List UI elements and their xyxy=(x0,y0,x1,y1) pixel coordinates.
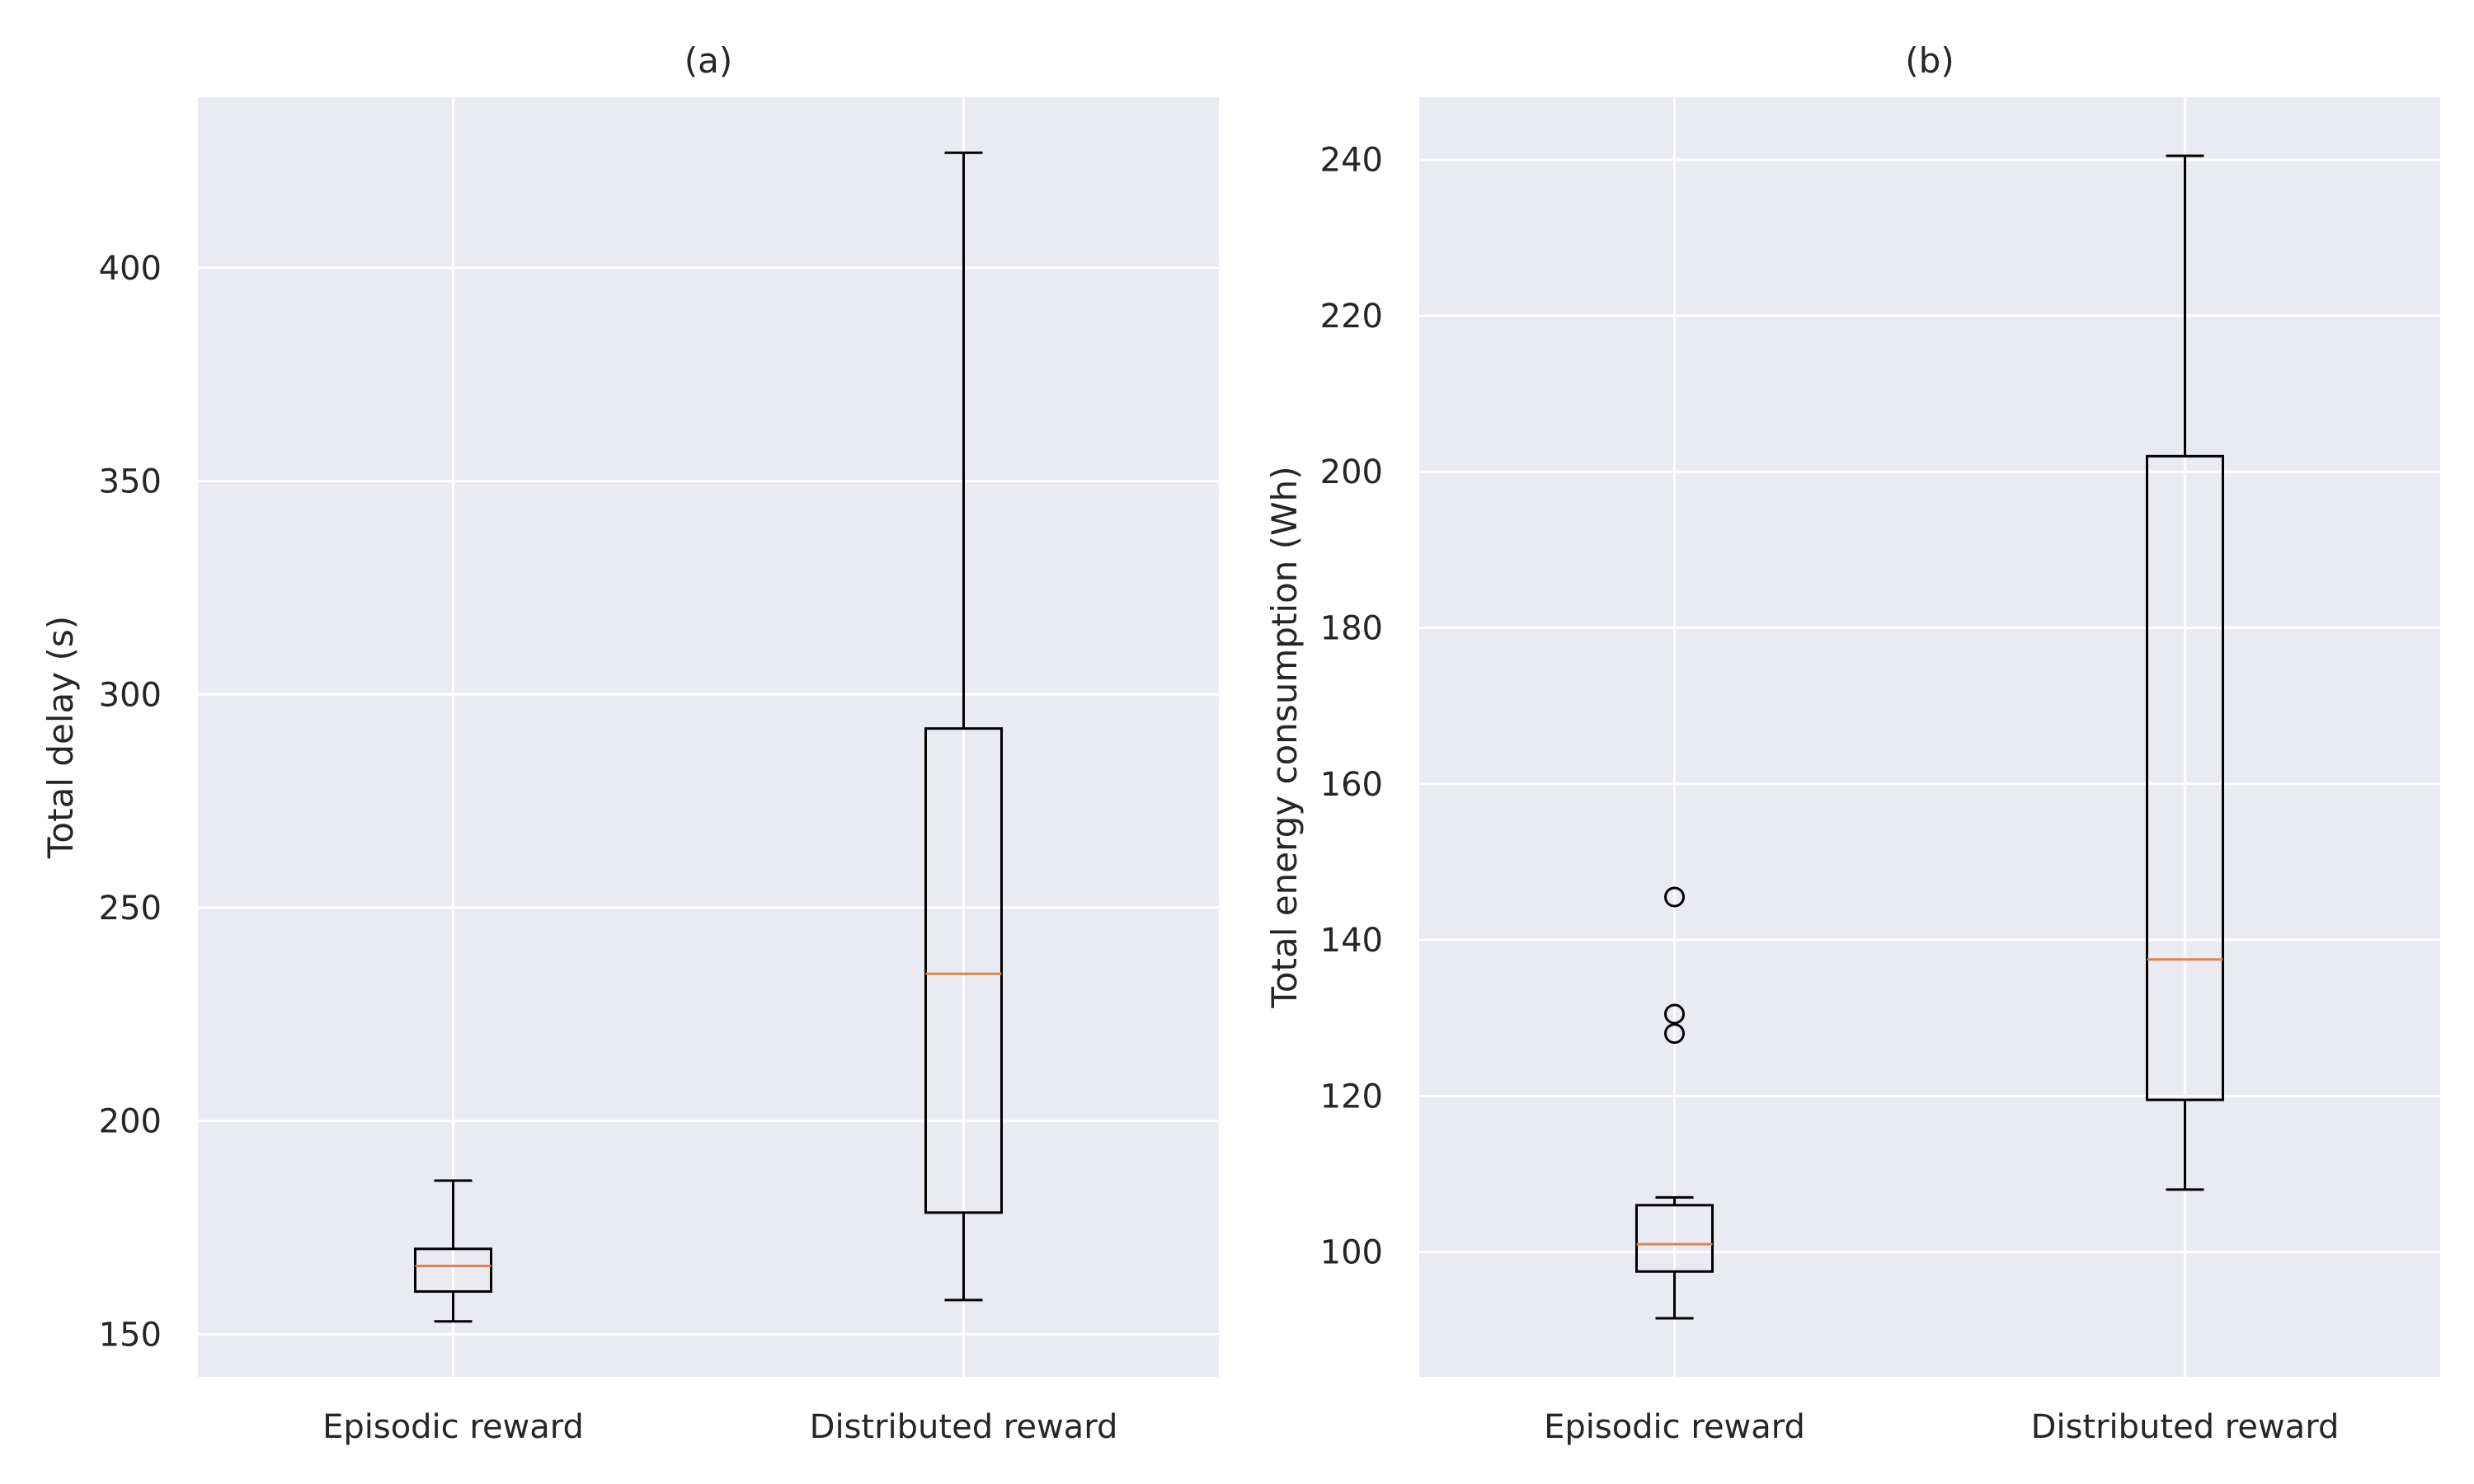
x-tick-label: Episodic reward xyxy=(322,1408,584,1446)
x-tick-label: Distributed reward xyxy=(2031,1408,2340,1446)
box-body xyxy=(1635,1204,1714,1273)
x-tick-label: Episodic reward xyxy=(1544,1408,1805,1446)
y-tick-label: 350 xyxy=(99,463,162,501)
box-body xyxy=(924,727,1003,1214)
plot-area-b xyxy=(1419,97,2440,1377)
box-episodic xyxy=(1635,886,1714,1320)
box-body xyxy=(414,1247,492,1294)
panel-a: 150 200 250 300 350 400 Episodic reward Distri… xyxy=(40,40,1219,1446)
box-body xyxy=(2146,454,2224,1101)
boxes-a xyxy=(414,151,1003,1323)
plot-area-a xyxy=(198,97,1219,1377)
y-tick-label: 160 xyxy=(1320,766,1383,804)
chart-title-a: (a) xyxy=(684,40,733,81)
y-tick-label: 220 xyxy=(1320,298,1383,336)
boxes-b xyxy=(1635,154,2224,1320)
y-tick-label: 180 xyxy=(1320,610,1383,648)
chart-title-b: (b) xyxy=(1905,40,1954,81)
y-tick-label: 200 xyxy=(1320,453,1383,491)
y-tick-label: 200 xyxy=(99,1103,162,1141)
y-tick-labels-b: 100 120 140 160 180 200 220 240 xyxy=(1320,142,1383,1272)
y-tick-label: 300 xyxy=(99,676,162,714)
y-tick-label: 400 xyxy=(99,250,162,288)
y-tick-label: 240 xyxy=(1320,142,1383,180)
y-tick-label: 120 xyxy=(1320,1078,1383,1115)
x-tick-label: Distributed reward xyxy=(810,1408,1118,1446)
y-axis-label-a: Total delay (s) xyxy=(40,616,81,859)
x-tick-labels-b: Episodic reward Distributed reward xyxy=(1544,1408,2339,1446)
y-tick-label: 140 xyxy=(1320,922,1383,960)
box-distributed xyxy=(924,151,1003,1302)
y-tick-label: 100 xyxy=(1320,1234,1383,1272)
box-distributed xyxy=(2146,154,2224,1191)
outlier-point xyxy=(1664,886,1685,908)
x-tick-labels-a: Episodic reward Distributed reward xyxy=(322,1408,1117,1446)
panel-b: 100 120 140 160 180 200 220 240 Episodic reward… xyxy=(1264,40,2440,1446)
y-axis-label-b: Total energy consumption (Wh) xyxy=(1264,466,1305,1008)
y-tick-labels-a: 150 200 250 300 350 400 xyxy=(99,250,162,1354)
box-episodic xyxy=(414,1179,492,1323)
outlier-point xyxy=(1664,1003,1685,1025)
outlier-point xyxy=(1664,1023,1685,1045)
y-tick-label: 150 xyxy=(99,1316,162,1354)
y-tick-label: 250 xyxy=(99,890,162,928)
gridlines-a xyxy=(198,97,1219,1377)
